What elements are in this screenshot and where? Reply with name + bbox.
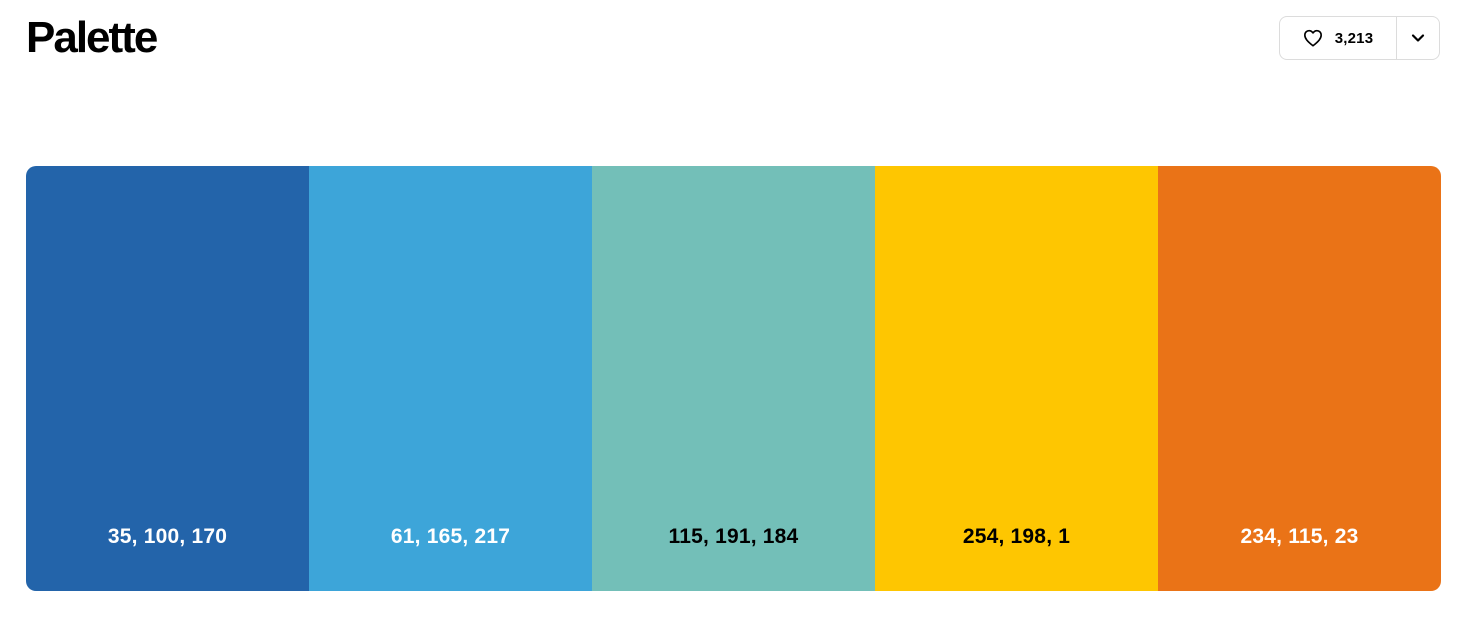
color-swatch-label: 254, 198, 1: [962, 525, 1071, 548]
like-control: 3,213: [1279, 16, 1440, 60]
color-swatch-5[interactable]: 234, 115, 23: [1158, 166, 1441, 591]
color-swatch-label: 234, 115, 23: [1240, 525, 1359, 548]
color-swatch-1[interactable]: 35, 100, 170: [26, 166, 309, 591]
more-options-button[interactable]: [1397, 17, 1439, 59]
color-swatch-3[interactable]: 115, 191, 184: [592, 166, 875, 591]
color-swatch-2[interactable]: 61, 165, 217: [309, 166, 592, 591]
color-swatch-4[interactable]: 254, 198, 1: [875, 166, 1158, 591]
color-swatch-label: 35, 100, 170: [107, 525, 228, 548]
heart-icon: [1303, 29, 1323, 47]
chevron-down-icon: [1411, 33, 1425, 43]
page-title: Palette: [26, 13, 158, 62]
like-button[interactable]: 3,213: [1280, 17, 1397, 59]
palette: 35, 100, 170 61, 165, 217 115, 191, 184 …: [26, 166, 1441, 591]
color-swatch-label: 115, 191, 184: [668, 525, 799, 548]
color-swatch-label: 61, 165, 217: [390, 525, 511, 548]
like-count: 3,213: [1334, 29, 1374, 47]
